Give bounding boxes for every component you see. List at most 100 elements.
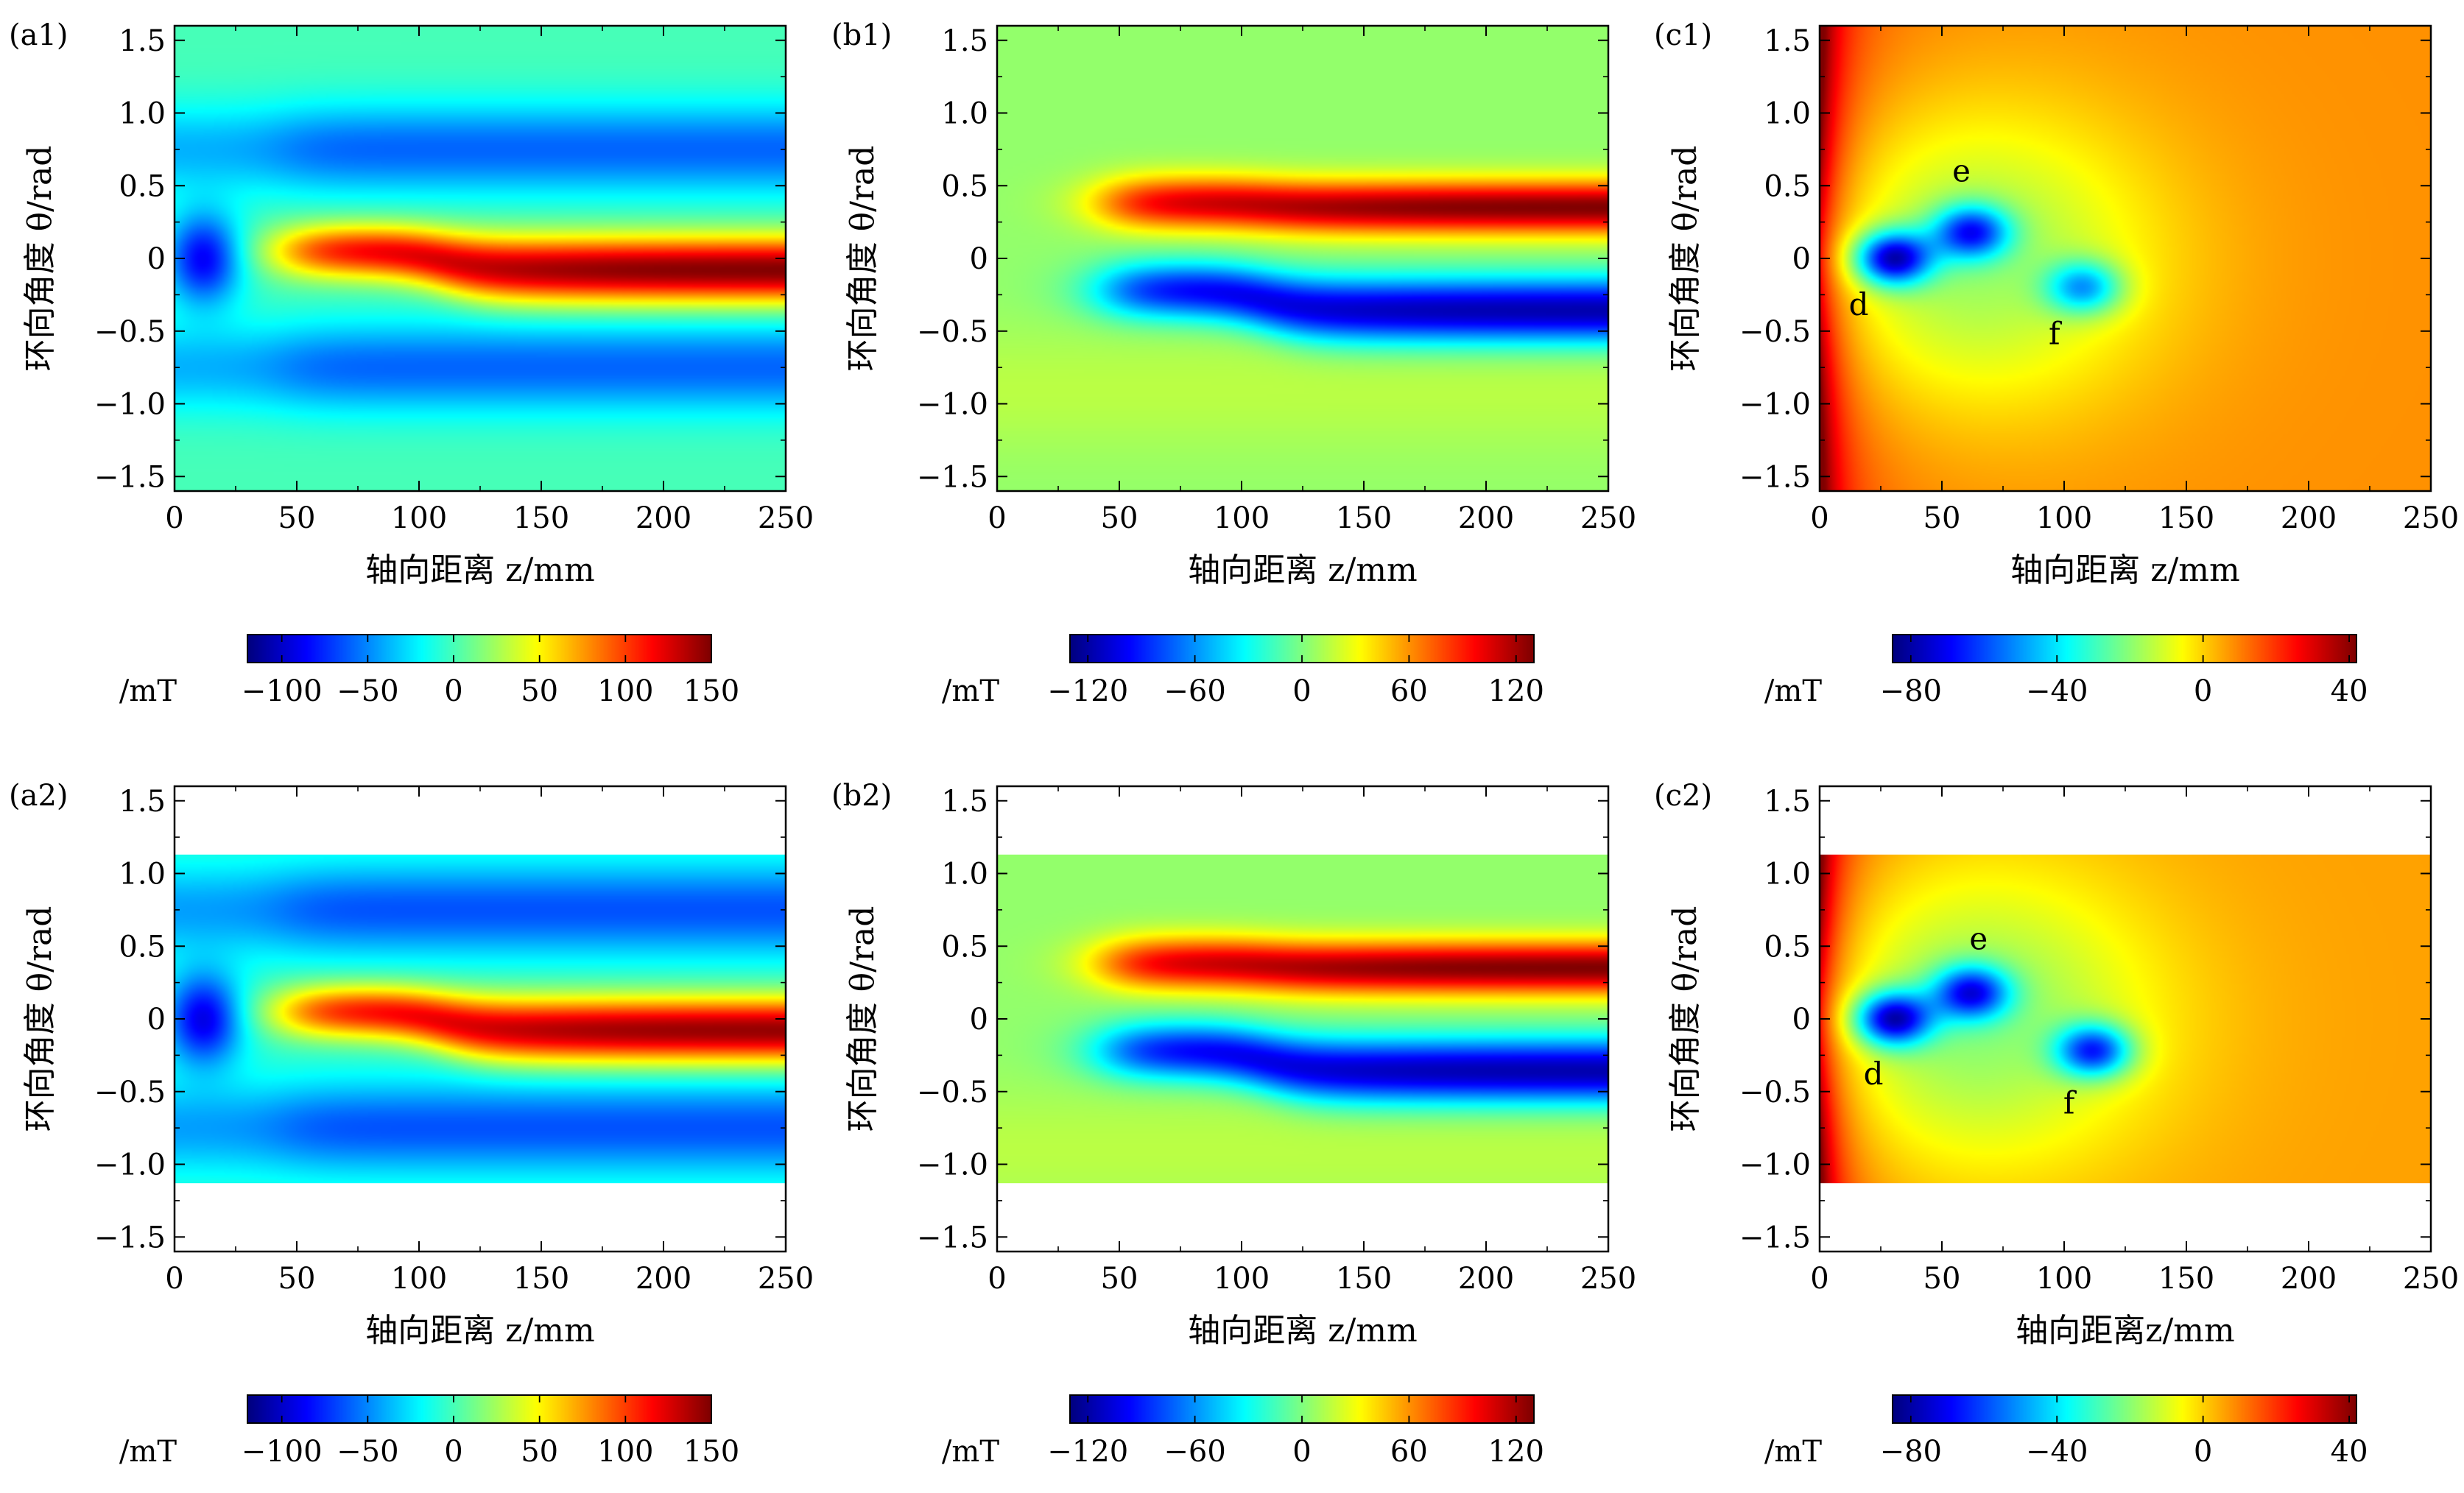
colorbar-frame — [1892, 1394, 2357, 1424]
panel-label: (a1) — [9, 18, 68, 52]
heatmap-a2 — [175, 854, 786, 1184]
y-tick-label: −1.5 — [1739, 460, 1811, 494]
x-tick-label: 250 — [758, 1262, 814, 1296]
colorbar-unit: /mT — [119, 1435, 177, 1469]
y-tick-label: −1.5 — [94, 1221, 166, 1254]
y-tick-label: −1.5 — [917, 460, 988, 494]
x-tick-label: 150 — [2158, 1262, 2214, 1296]
annotation-f: f — [2049, 316, 2063, 352]
x-tick-label: 200 — [2281, 501, 2337, 535]
x-tick-label: 100 — [1214, 501, 1270, 535]
y-tick-label: 0.5 — [1764, 169, 1811, 203]
colorbar-tick-label: 0 — [1292, 674, 1311, 708]
y-tick-label: −1.0 — [94, 1148, 166, 1182]
x-axis-label: 轴向距离 z/mm — [365, 551, 594, 589]
colorbar-tick-label: 0 — [444, 674, 462, 708]
x-tick-label: 150 — [1336, 1262, 1392, 1296]
colorbar-unit: /mT — [942, 1435, 999, 1469]
colorbar-unit: /mT — [1764, 1435, 1822, 1469]
x-tick-label: 50 — [1923, 1262, 1961, 1296]
colorbar-tick-label: 120 — [1488, 1435, 1544, 1469]
panel-label: (c2) — [1654, 779, 1712, 813]
x-tick-label: 0 — [988, 1262, 1006, 1296]
colorbar-tick-label: −120 — [1047, 1435, 1128, 1469]
colorbar-gradient — [1893, 1395, 2356, 1423]
y-tick-label: 0 — [1792, 1003, 1811, 1037]
colorbar-tick-label: 100 — [597, 674, 653, 708]
colorbar-tick-label: 0 — [2194, 674, 2212, 708]
y-tick-label: 0 — [147, 242, 166, 276]
y-axis-label: 环向角度 θ/rad — [1666, 906, 1704, 1132]
x-axis-label: 轴向距离z/mm — [2016, 1312, 2234, 1349]
colorbar-tick-label: 0 — [444, 1435, 462, 1469]
colorbar-tick-label: −120 — [1047, 674, 1128, 708]
y-tick-label: 0.5 — [941, 930, 988, 964]
y-tick-label: 1.0 — [1764, 97, 1811, 131]
x-tick-label: 250 — [2403, 1262, 2459, 1296]
y-tick-label: 0.5 — [119, 930, 166, 964]
x-tick-label: 200 — [636, 501, 691, 535]
colorbar-gradient — [1893, 635, 2356, 663]
annotation-e: e — [1969, 920, 1988, 956]
colorbar-tick-label: 60 — [1390, 1435, 1428, 1469]
colorbar-tick-label: 150 — [683, 674, 739, 708]
y-tick-label: −0.5 — [94, 315, 166, 349]
y-tick-label: 0.5 — [1764, 930, 1811, 964]
y-tick-label: 1.0 — [119, 858, 166, 892]
colorbar-tick-label: −40 — [2026, 674, 2088, 708]
x-tick-label: 50 — [278, 501, 316, 535]
colorbar-frame — [247, 1394, 712, 1424]
x-tick-label: 200 — [1458, 1262, 1514, 1296]
y-tick-label: 1.0 — [941, 97, 988, 131]
x-tick-label: 200 — [2281, 1262, 2337, 1296]
heatmap-c2 — [1820, 854, 2431, 1184]
colorbar-tick-label: −40 — [2026, 1435, 2088, 1469]
heatmap-b2 — [997, 854, 1608, 1184]
x-tick-label: 100 — [1214, 1262, 1270, 1296]
colorbar-tick-label: −80 — [1880, 1435, 1942, 1469]
colorbar-tick-label: −60 — [1164, 1435, 1225, 1469]
x-tick-label: 100 — [2036, 1262, 2092, 1296]
panel-label: (b2) — [831, 779, 892, 813]
x-tick-label: 0 — [1810, 501, 1828, 535]
colorbar-tick-label: −50 — [337, 1435, 398, 1469]
y-tick-label: −1.0 — [917, 1148, 988, 1182]
x-axis-label: 轴向距离 z/mm — [1188, 551, 1417, 589]
x-tick-label: 100 — [2036, 501, 2092, 535]
y-axis-label: 环向角度 θ/rad — [844, 146, 881, 372]
annotation-d: d — [1849, 286, 1869, 322]
x-tick-label: 0 — [988, 501, 1006, 535]
x-axis-label: 轴向距离 z/mm — [365, 1312, 594, 1349]
y-tick-label: −1.5 — [94, 460, 166, 494]
x-axis-label: 轴向距离 z/mm — [2010, 551, 2239, 589]
x-tick-label: 250 — [1580, 1262, 1636, 1296]
colorbar-tick-label: 40 — [2331, 1435, 2368, 1469]
colorbar-tick-label: −80 — [1880, 674, 1942, 708]
y-tick-label: 1.5 — [941, 785, 988, 819]
x-tick-label: 150 — [1336, 501, 1392, 535]
y-tick-label: −0.5 — [1739, 1076, 1811, 1109]
colorbar-tick-label: 120 — [1488, 674, 1544, 708]
panel-label: (c1) — [1654, 18, 1712, 52]
colorbar-tick-label: 40 — [2331, 674, 2368, 708]
x-tick-label: 50 — [1101, 1262, 1138, 1296]
y-tick-label: −1.5 — [917, 1221, 988, 1254]
y-tick-label: −0.5 — [917, 1076, 988, 1109]
panel-label: (b1) — [831, 18, 892, 52]
x-tick-label: 50 — [1101, 501, 1138, 535]
panel-a2: 0 50 100 150 200 250 −1.5 −1.0 −0.5 0 0.5 1.0 1.5 轴向距… — [9, 779, 814, 1469]
x-tick-label: 0 — [165, 501, 183, 535]
colorbar-tick-label: 150 — [683, 1435, 739, 1469]
y-tick-label: −0.5 — [1739, 315, 1811, 349]
y-tick-label: −1.0 — [94, 388, 166, 422]
y-tick-label: 1.5 — [119, 785, 166, 819]
panel-label: (a2) — [9, 779, 68, 813]
y-tick-label: −0.5 — [917, 315, 988, 349]
y-tick-label: 0 — [970, 1003, 988, 1037]
y-axis-label: 环向角度 θ/rad — [21, 906, 59, 1132]
x-tick-label: 50 — [278, 1262, 316, 1296]
colorbar-gradient — [247, 635, 711, 663]
y-tick-label: 0 — [970, 242, 988, 276]
panel-b2: 0 50 100 150 200 250 −1.5 −1.0 −0.5 0 0.5 1.0 1.5 轴向距… — [831, 779, 1636, 1469]
